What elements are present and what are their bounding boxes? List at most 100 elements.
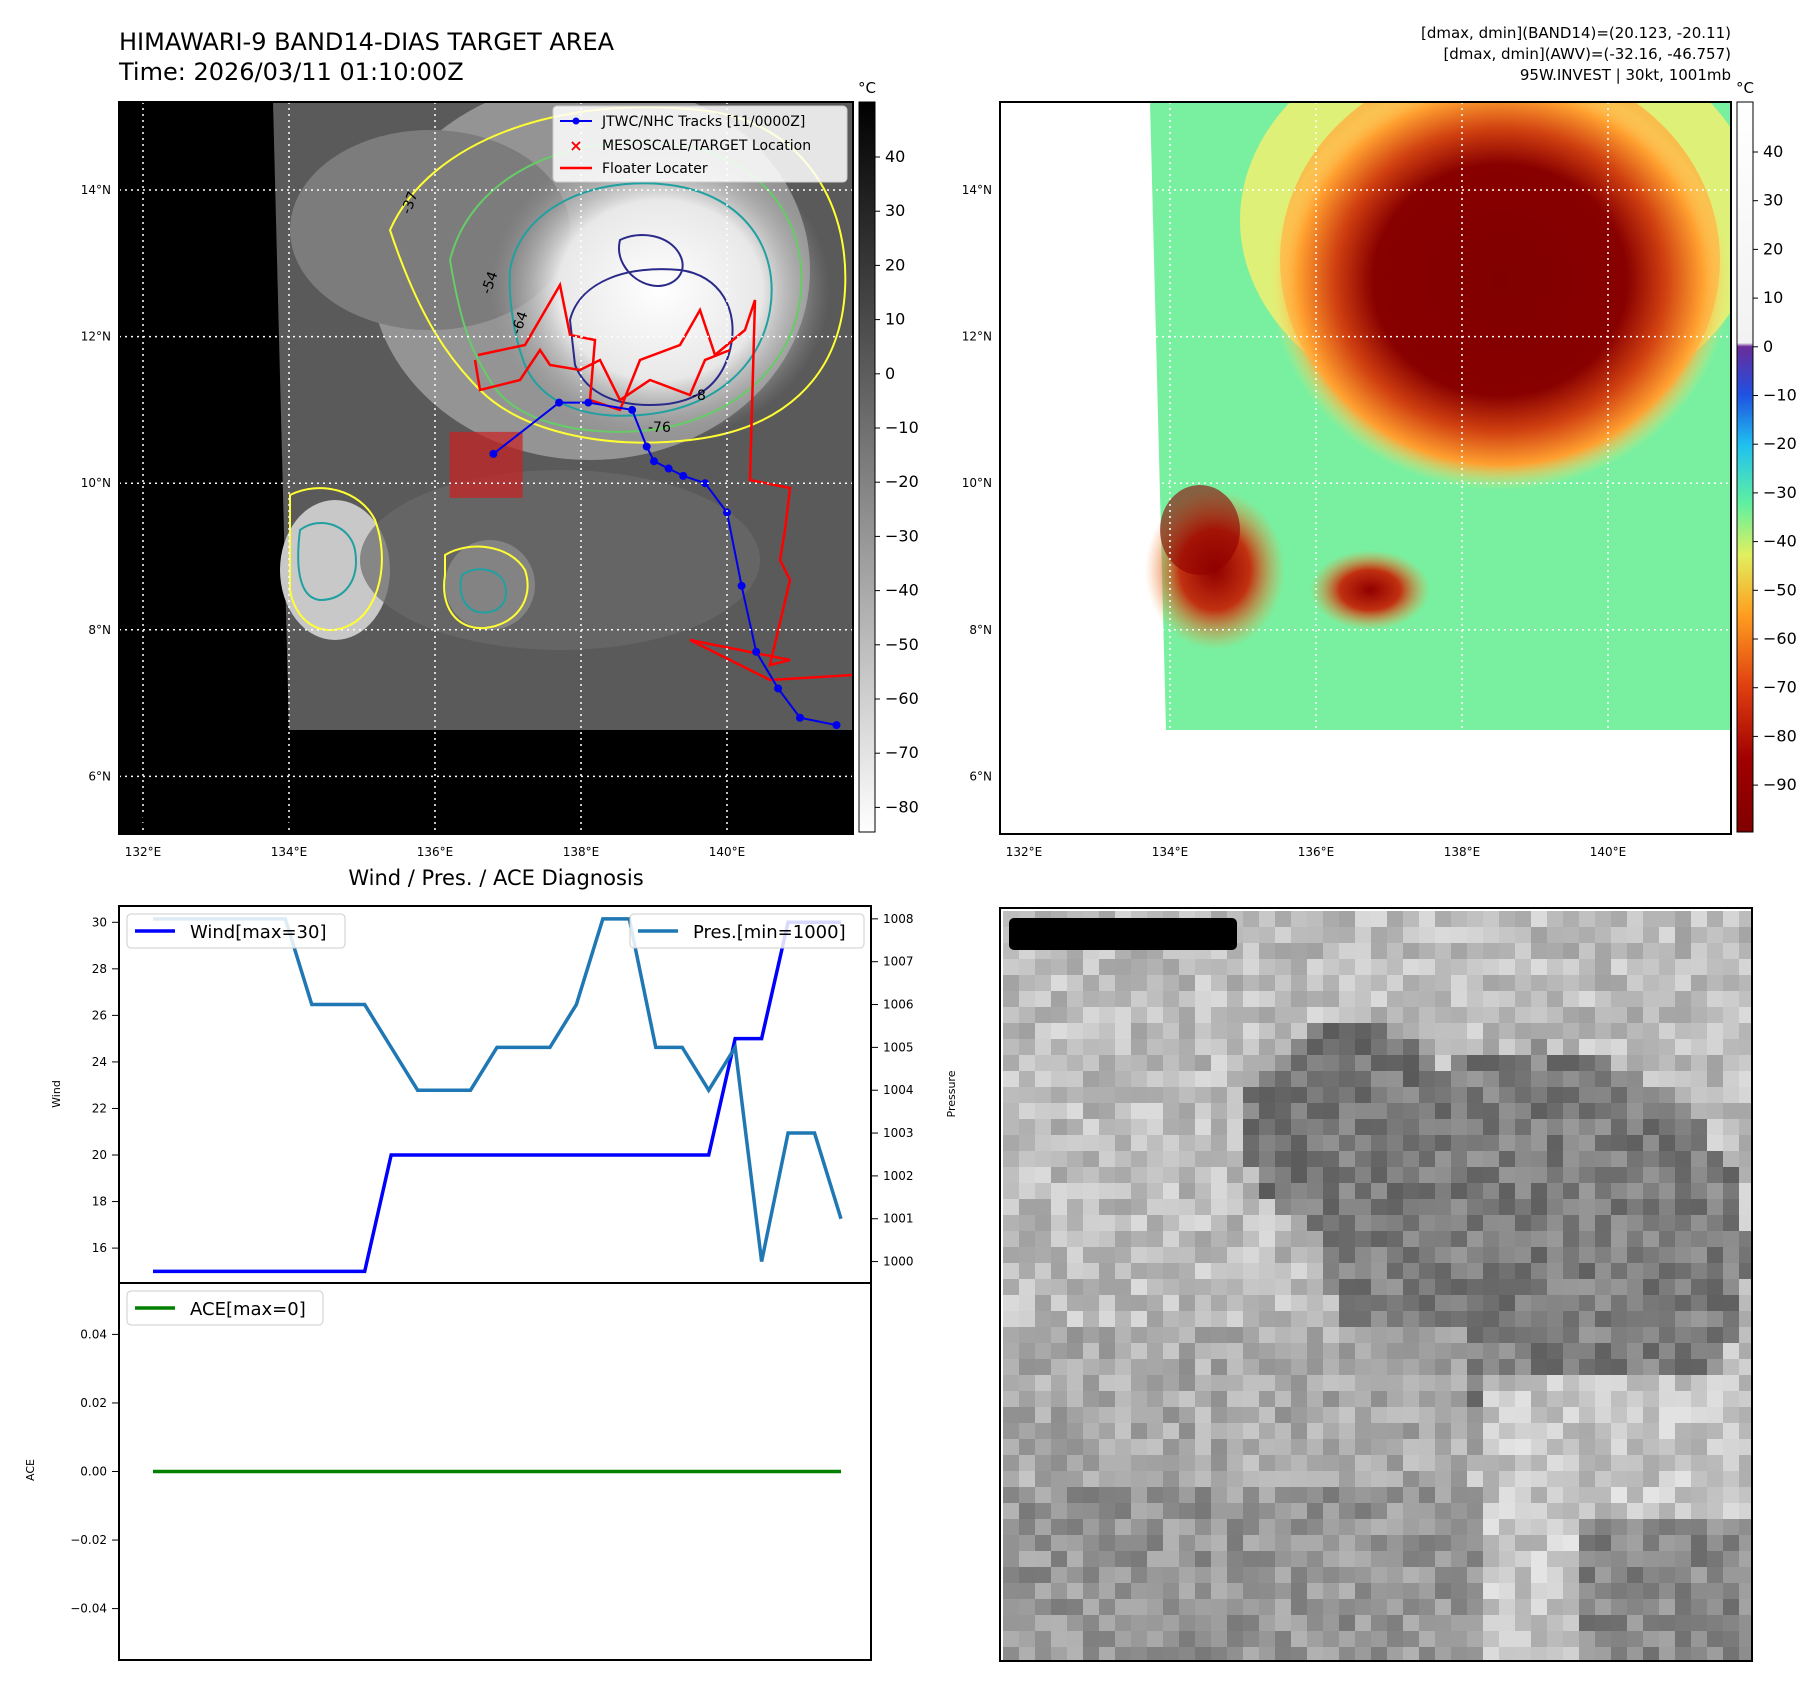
wmg-cell [1755,1263,1771,1279]
wmg-cell [1067,1039,1083,1055]
wmg-cell [1275,1567,1291,1583]
wmg-cell [1099,1135,1115,1151]
contour-teal-main [508,182,773,417]
wmg-cell [1467,1599,1483,1615]
wmg-cell [1131,1615,1147,1631]
wmg-cell [1163,1631,1179,1647]
wmg-cell [1643,1599,1659,1615]
ir-map-frame [118,101,854,835]
wmg-cell [1339,927,1355,943]
wmg-cell [1131,1359,1147,1375]
ir-small-cloud-1 [280,500,390,640]
wmg-cell [1147,1567,1163,1583]
wmg-cell [1019,1503,1035,1519]
wmg-cell [1467,1135,1483,1151]
wmg-cell [1515,975,1531,991]
wmg-cell [1467,1167,1483,1183]
wmg-cell [1371,1199,1387,1215]
wmg-cell [1547,1295,1563,1311]
wmg-cell [1611,1007,1627,1023]
wmg-cell [1051,1535,1067,1551]
wmg-cell [1019,1039,1035,1055]
wmg-cell [1723,1311,1739,1327]
wmg-cell [1099,1295,1115,1311]
wmg-cell [1387,1535,1403,1551]
wmg-cell [1355,1567,1371,1583]
wmg-cell [1675,1119,1691,1135]
wmg-cell [1179,1343,1195,1359]
wmg-cell [1179,1519,1195,1535]
wmg-cell [1275,1647,1291,1661]
wmg-cell [1243,1295,1259,1311]
wmg-cell [1067,1183,1083,1199]
wmg-cell [1019,1599,1035,1615]
wmg-cell [1227,1439,1243,1455]
wmg-cell [1387,943,1403,959]
wmg-cell [1739,1599,1752,1615]
wmg-cell [1643,1583,1659,1599]
wmg-cell [1643,1471,1659,1487]
wmg-cell [1499,1583,1515,1599]
wmg-cell [1259,1135,1275,1151]
wmg-cell [1723,1215,1739,1231]
wmg-cell [1339,1263,1355,1279]
wmg-cell [1371,1295,1387,1311]
wmg-cell [1131,1119,1147,1135]
wmg-cell [1419,1663,1435,1679]
wmg-cell [1611,1375,1627,1391]
wmg-cell [1355,1551,1371,1567]
wmg-cell [1499,1567,1515,1583]
wmg-cell [1691,1631,1707,1647]
wmg-cell [1451,1167,1467,1183]
wmg-cell [1515,1087,1531,1103]
wmg-cell [1339,943,1355,959]
wmg-cell [1147,1519,1163,1535]
wmg-cell [1195,1535,1211,1551]
wmg-cell [1291,1631,1307,1647]
wmg-cell [1307,1215,1323,1231]
wmg-cell [1339,1423,1355,1439]
wmg-cell [1547,1647,1563,1661]
wmg-cell [1707,1535,1723,1551]
wmg-cell [1243,1535,1259,1551]
wmg-cell [1403,1391,1419,1407]
wmg-cell [1451,1455,1467,1471]
wmg-cell [1179,1615,1195,1631]
wmg-cell [1291,1023,1307,1039]
wmg-cell [1147,1199,1163,1215]
wmg-cell [1323,1407,1339,1423]
colorbar-tick-label: −60 [885,689,919,708]
wmg-cell [1307,1455,1323,1471]
wmg-cell [1291,1167,1307,1183]
wmg-cell [1147,1151,1163,1167]
wmg-cell [1707,1599,1723,1615]
wmg-cell [1243,1599,1259,1615]
wmg-cell [1563,1407,1579,1423]
wmg-cell [1403,943,1419,959]
wmg-cell [1675,1599,1691,1615]
wmg-cell [1739,1487,1752,1503]
wind-tick-label: 24 [92,1055,107,1069]
wmg-cell [1419,1375,1435,1391]
wmg-cell [1723,1071,1739,1087]
wmg-cell [1179,1007,1195,1023]
colorbar-tick-label: −20 [1763,434,1797,453]
wmg-cell [1483,1087,1499,1103]
wmg-cell [1371,1071,1387,1087]
wmg-cell [1403,1439,1419,1455]
wmg-cell [1611,1103,1627,1119]
wmg-cell [1051,959,1067,975]
lat-tick-label: 6°N [969,769,992,783]
ace-legend: ACE[max=0] [126,1290,324,1326]
wmg-cell [1563,1199,1579,1215]
wmg-cell [1035,991,1051,1007]
wmg-cell [1131,1583,1147,1599]
wmg-cell [1227,991,1243,1007]
wmg-cell [1531,943,1547,959]
wmg-cell [1451,911,1467,927]
ir-colorbar-unit: °C [858,79,876,97]
wmg-cell [1739,1135,1752,1151]
wmg-cell [1051,1567,1067,1583]
wmg-cell [1675,1391,1691,1407]
wmg-cell [1531,1135,1547,1151]
